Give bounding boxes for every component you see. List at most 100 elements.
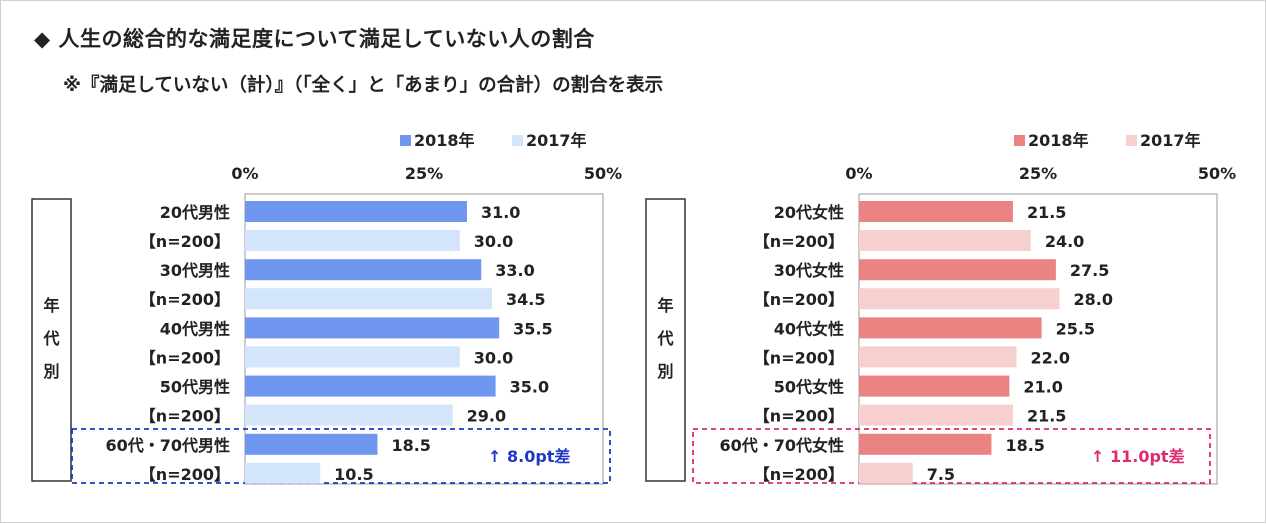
bar-2018 [245,317,500,339]
bar-2018 [245,259,482,281]
bar-2017 [245,346,460,368]
data-label: 27.5 [1070,261,1109,280]
category-label: 60代・70代男性 [105,436,230,455]
difference-note: ↑ 11.0pt差 [1091,447,1185,466]
highlight-box [692,428,1211,484]
category-label: 【n=200】 [754,465,844,484]
data-label: 31.0 [481,203,520,222]
data-label: 33.0 [495,261,534,280]
data-label: 34.5 [506,290,545,309]
group-label-char: 別 [43,362,59,381]
data-label: 29.0 [467,407,506,426]
bar-2018 [859,433,992,455]
group-box [645,198,686,482]
difference-text: 11.0pt差 [1110,447,1185,466]
group-box [31,198,72,482]
legend-swatch [512,135,523,146]
legend-label: 2017年 [1140,131,1201,150]
category-label: 【n=200】 [140,465,230,484]
x-tick-label: 0% [845,164,872,183]
data-label: 25.5 [1056,319,1095,338]
legend-swatch [1126,135,1137,146]
category-label: 【n=200】 [140,407,230,426]
bar-2018 [245,433,378,455]
legend-label: 2018年 [1028,131,1089,150]
bar-2018 [859,375,1010,397]
data-label: 21.5 [1027,203,1066,222]
bar-2017 [859,288,1060,310]
bar-2017 [245,404,453,426]
x-tick-label: 50% [584,164,622,183]
bar-2018 [859,259,1056,281]
bar-2017 [245,462,321,484]
bar-2017 [245,288,493,310]
category-label: 20代女性 [774,203,844,222]
group-label-char: 年 [43,296,59,315]
chart-title: ◆ 人生の総合的な満足度について満足していない人の割合 [34,27,595,51]
category-label: 40代男性 [160,319,230,338]
data-label: 28.0 [1073,290,1112,309]
category-label: 【n=200】 [140,290,230,309]
x-tick-label: 0% [231,164,258,183]
group-label-char: 代 [656,329,673,348]
legend-swatch [400,135,411,146]
group-label-char: 代 [42,329,59,348]
category-label: 【n=200】 [140,232,230,251]
highlight-box [71,428,611,484]
up-arrow-icon: ↑ [1091,447,1110,466]
legend-label: 2018年 [414,131,475,150]
chart-panel-male: 2018年 2017年 0% 25% 50% 年代別 31.0 30.0 20代男性【n=200… [31,131,622,485]
bar-2018 [245,201,467,222]
legend-label: 2017年 [526,131,587,150]
category-label: 【n=200】 [140,348,230,367]
category-label: 20代男性 [160,203,230,222]
data-label: 21.0 [1023,378,1062,397]
legend: 2018年 2017年 [400,131,587,150]
up-arrow-icon: ↑ [488,447,507,466]
data-label: 21.5 [1027,407,1066,426]
legend: 2018年 2017年 [1014,131,1201,150]
data-label: 18.5 [1005,436,1044,455]
plot-area [858,193,1218,485]
category-label: 50代女性 [774,378,844,397]
difference-text: 8.0pt差 [507,447,570,466]
plot-area [244,193,604,485]
category-label: 【n=200】 [754,232,844,251]
x-tick-label: 50% [1198,164,1236,183]
bar-2017 [859,346,1017,368]
bar-2017 [245,230,460,251]
bar-2017 [859,462,913,484]
data-label: 35.5 [513,319,552,338]
data-label: 30.0 [474,348,513,367]
category-label: 30代男性 [160,261,230,280]
x-tick-label: 25% [1019,164,1057,183]
bar-2017 [859,404,1013,426]
category-label: 30代女性 [774,261,844,280]
group-label-char: 年 [657,296,673,315]
bar-2018 [245,375,496,397]
category-label: 40代女性 [774,319,844,338]
data-label: 22.0 [1031,348,1070,367]
data-label: 10.5 [334,465,373,484]
data-label: 18.5 [391,436,430,455]
data-label: 30.0 [474,232,513,251]
bar-2017 [859,230,1031,251]
data-label: 7.5 [927,465,955,484]
data-label: 24.0 [1045,232,1084,251]
category-label: 【n=200】 [754,348,844,367]
chart-panel-female: 2018年 2017年 0% 25% 50% 年代別 21.5 24.0 20代女性【n=200… [645,131,1236,485]
data-label: 35.0 [510,378,549,397]
chart-subtitle: ※『満足していない（計）』（「全く」と「あまり」の合計）の割合を表示 [63,75,664,96]
category-label: 60代・70代女性 [719,436,844,455]
x-tick-label: 25% [405,164,443,183]
legend-swatch [1014,135,1025,146]
bar-2018 [859,201,1013,222]
group-label-char: 別 [657,362,673,381]
category-label: 50代男性 [160,378,230,397]
category-label: 【n=200】 [754,407,844,426]
difference-note: ↑ 8.0pt差 [488,447,570,466]
category-label: 【n=200】 [754,290,844,309]
bar-2018 [859,317,1042,339]
